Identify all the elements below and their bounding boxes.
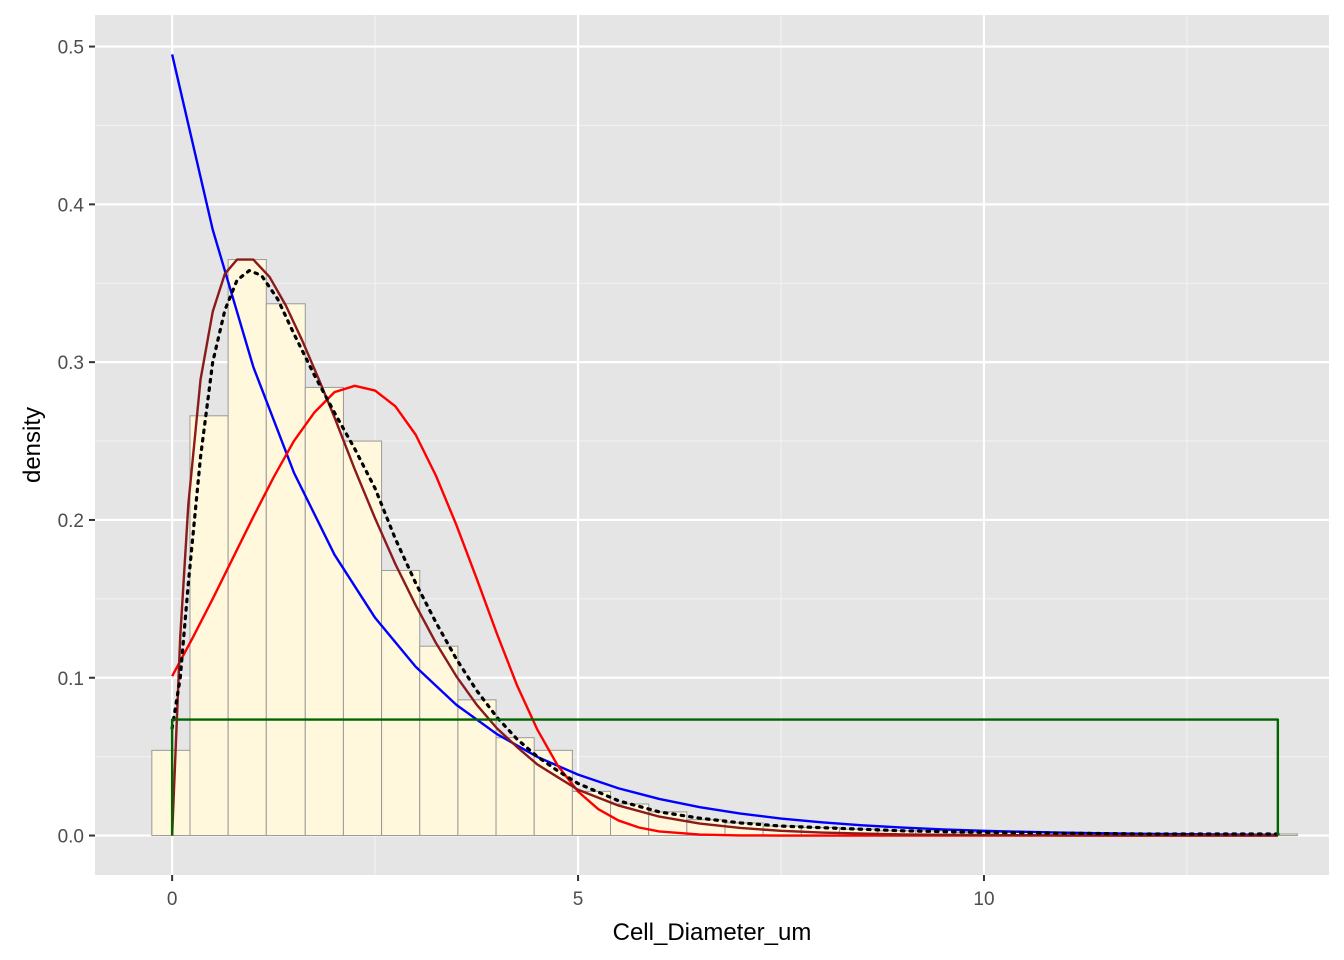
histogram-bar xyxy=(495,737,535,837)
histogram-bar xyxy=(189,415,229,837)
series-line-5 xyxy=(170,718,1280,836)
x-axis-title: Cell_Diameter_um xyxy=(613,919,812,946)
histogram-bars xyxy=(151,259,1298,837)
histogram-bar xyxy=(151,749,191,837)
histogram-bar xyxy=(342,440,383,837)
x-tick-label: 5 xyxy=(573,889,584,910)
histogram-bar xyxy=(457,699,497,837)
y-tick-label: 0.4 xyxy=(58,195,85,216)
y-axis-title: density xyxy=(19,407,46,483)
y-tick-label: 0.0 xyxy=(58,827,84,848)
y-tick-label: 0.3 xyxy=(58,353,84,374)
histogram-bar xyxy=(304,386,344,837)
series-line-3 xyxy=(170,258,1278,837)
y-tick-label: 0.5 xyxy=(58,38,84,59)
series-line-2 xyxy=(171,384,1278,837)
histogram-bar xyxy=(265,303,306,837)
x-tick-label: 0 xyxy=(167,889,178,910)
density-curves xyxy=(170,54,1280,837)
y-tick-label: 0.2 xyxy=(58,511,84,532)
series-line-1 xyxy=(170,54,1278,837)
x-tick-label: 10 xyxy=(973,889,994,910)
y-tick-label: 0.1 xyxy=(58,669,84,690)
histogram-bar xyxy=(227,259,267,837)
axes: 0 5 10 0.0 0.1 0.2 0.3 0.4 0.5 xyxy=(58,38,995,910)
histogram-bar xyxy=(381,569,421,837)
